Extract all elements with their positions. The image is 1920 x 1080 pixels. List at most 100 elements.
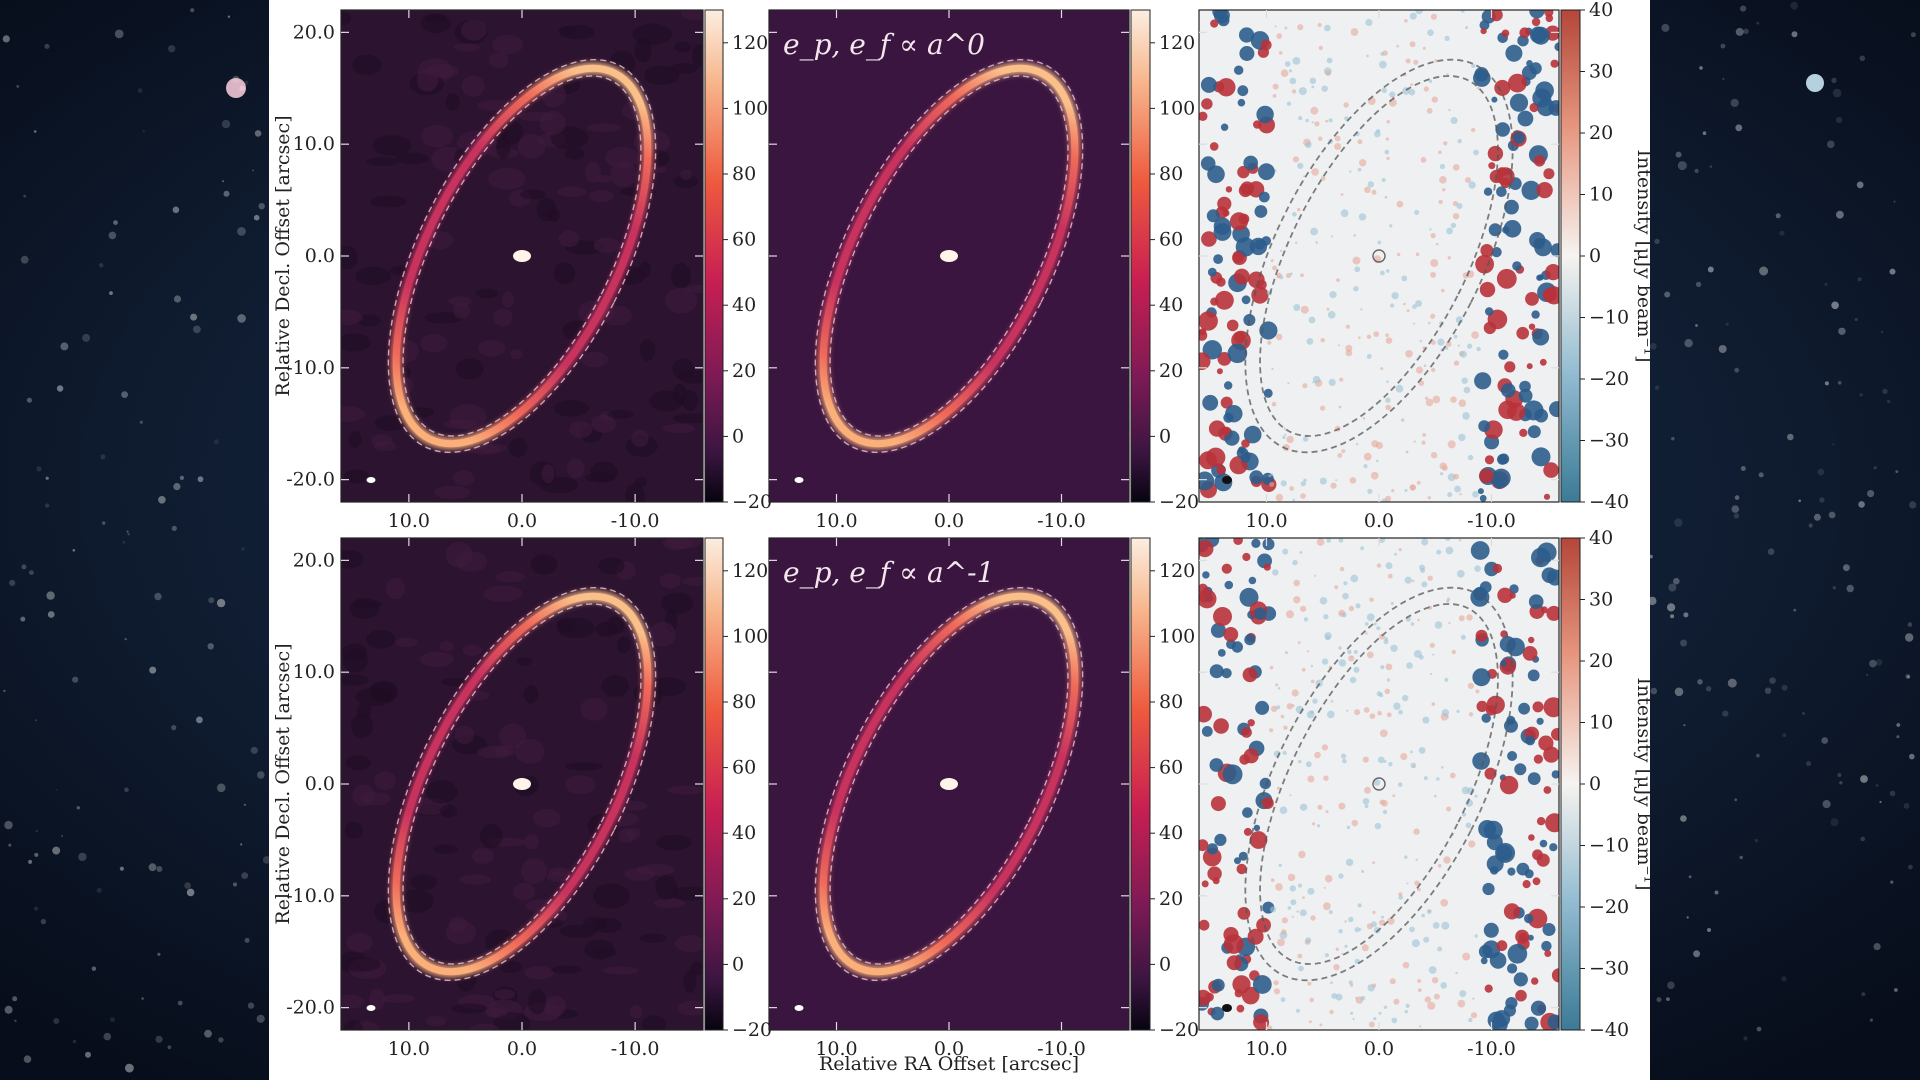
residual-blob (1293, 596, 1301, 604)
residual-blob (1346, 709, 1349, 712)
star (148, 863, 157, 872)
residual-blob (1353, 650, 1358, 654)
colorbar-gradient (704, 537, 724, 1031)
residual-blob (1422, 46, 1426, 50)
contour-inner (1259, 603, 1499, 965)
residual-blob (1474, 794, 1478, 798)
residual-blob (1292, 559, 1298, 566)
residual-blob (1302, 383, 1308, 389)
residual-blob (1199, 540, 1214, 558)
residual-blob (1462, 952, 1471, 961)
residual-blob (1338, 929, 1343, 934)
residual-blob (1248, 576, 1257, 585)
residual-blob (1270, 473, 1274, 477)
star (121, 391, 128, 398)
residual-blob (1384, 195, 1388, 199)
panel-image (341, 538, 703, 1030)
residual-blob (1536, 817, 1546, 826)
residual-blob (1310, 106, 1319, 115)
star (1688, 875, 1692, 879)
star (72, 549, 76, 552)
residual-blob (1359, 159, 1367, 167)
residual-blob (1461, 377, 1468, 384)
star (1907, 622, 1913, 627)
noise-blob (546, 871, 571, 883)
residual-blob (1235, 237, 1256, 257)
noise-blob (498, 960, 523, 974)
residual-blob (1504, 199, 1519, 215)
star (244, 937, 250, 943)
noise-blob (564, 762, 604, 771)
residual-blob (1396, 200, 1404, 208)
residual-blob (1465, 177, 1471, 183)
star (46, 591, 55, 600)
noise-blob (680, 169, 693, 180)
noise-blob (493, 308, 513, 327)
model-label: e_p, e_f ∝ a^-1 (783, 556, 994, 589)
residual-blob (1528, 594, 1544, 609)
residual-blob (1457, 344, 1460, 347)
star (1827, 140, 1835, 149)
star (1837, 381, 1842, 385)
star (44, 43, 50, 49)
star (184, 882, 191, 889)
noise-blob (488, 167, 526, 190)
residual-blob (1310, 679, 1315, 684)
residual-blob (1297, 953, 1303, 959)
residual-blob (1372, 861, 1376, 865)
residual-blob (1262, 538, 1275, 551)
residual-blob (1244, 634, 1256, 646)
y-axis-title: Relative Decl. Offset [arcsec] (272, 643, 294, 924)
residual-blob (1500, 660, 1507, 667)
residual-blob (1441, 921, 1450, 930)
noise-blob (461, 19, 487, 41)
residual-blob (1351, 819, 1359, 827)
residual-blob (1480, 244, 1494, 257)
residual-blob (1445, 546, 1454, 555)
noise-blob (348, 431, 362, 449)
residual-blob (1496, 940, 1508, 952)
star (1667, 981, 1675, 990)
residual-blob (1513, 972, 1528, 987)
noise-blob (605, 146, 640, 169)
residual-blob (1479, 281, 1496, 298)
noise-blob (449, 916, 467, 933)
noise-blob (598, 557, 625, 575)
contour-outer (814, 586, 1084, 982)
residual-blob (1413, 59, 1419, 65)
residual-blob (1427, 1001, 1436, 1010)
noise-blob (462, 644, 482, 656)
panel-model-bottom: 10.0 0.0 -10.0 e_p, e_f ∝ a^-1 120 100 80 60 40 2… (768, 537, 1199, 1060)
colorbar-tick-label: −30 (1589, 430, 1629, 452)
star (113, 220, 118, 226)
star (179, 475, 184, 480)
colorbar: 120 100 80 60 40 20 0 −20 (1130, 9, 1199, 513)
residual-blob (1439, 163, 1445, 170)
noise-blob (677, 1000, 703, 1016)
star (1756, 1026, 1762, 1032)
residual-blob (1341, 612, 1347, 618)
residual-blob (1357, 167, 1362, 172)
residual-blob (1474, 372, 1492, 390)
residual-blob (1225, 405, 1243, 423)
residual-blob (1224, 381, 1233, 390)
residual-blob (1473, 149, 1479, 156)
star (103, 1032, 112, 1041)
residual-blob (1455, 971, 1458, 975)
residual-blob (1496, 268, 1517, 289)
noise-blob (433, 844, 458, 854)
residual-blob (1324, 953, 1329, 958)
star (23, 1055, 32, 1063)
residual-blob (1430, 271, 1437, 278)
residual-blob (1539, 358, 1547, 366)
star (1775, 213, 1781, 219)
colorbar-tick-label: 120 (1159, 32, 1195, 54)
residual-blob (1362, 417, 1366, 420)
star (167, 1045, 172, 1050)
residual-blob (1319, 597, 1328, 605)
residual-blob (1323, 775, 1329, 781)
noise-blob (492, 34, 524, 55)
colorbar-tick-label: 0 (1159, 425, 1171, 447)
residual-blob (1340, 209, 1349, 218)
residual-blob (1486, 855, 1504, 873)
